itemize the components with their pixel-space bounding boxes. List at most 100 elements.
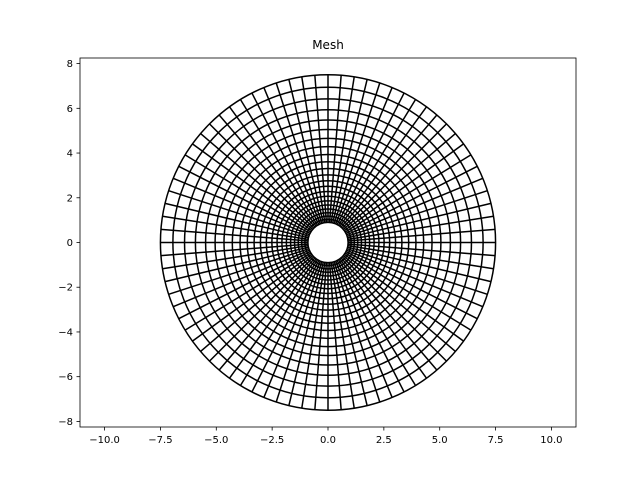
- mesh-radial-line-56: [275, 261, 323, 403]
- x-tick-label: 7.5: [488, 435, 504, 446]
- mesh-radial-line-27: [239, 99, 319, 226]
- y-tick-label: −6: [58, 372, 73, 383]
- mesh-radial-line-41: [160, 243, 309, 257]
- mesh-radial-line-11: [340, 114, 438, 228]
- mesh-radial-line-25: [263, 87, 321, 225]
- mesh-radial-line-58: [301, 262, 326, 409]
- x-tick-label: 10.0: [540, 435, 562, 446]
- mesh-radial-line-53: [239, 259, 319, 386]
- mesh-radial-line-54: [251, 260, 320, 393]
- mesh-radial-line-38: [162, 215, 309, 241]
- mesh-radial-line-12: [339, 106, 428, 227]
- mesh-radial-line-74: [345, 250, 478, 320]
- mesh-radial-line-4: [346, 189, 488, 237]
- mesh-radial-line-65: [335, 260, 393, 398]
- mesh-grid: [159, 74, 497, 411]
- mesh-radial-line-13: [337, 99, 417, 226]
- mesh-radial-line-57: [288, 261, 325, 406]
- mesh-radial-line-24: [275, 82, 323, 224]
- mesh-radial-line-78: [347, 244, 494, 270]
- mesh-radial-line-14: [336, 92, 405, 225]
- mesh-radial-line-33: [184, 154, 312, 233]
- mesh-radial-line-44: [168, 248, 310, 296]
- mesh-radial-line-52: [228, 258, 317, 379]
- mesh-radial-line-26: [251, 92, 320, 225]
- x-axis: −10.0 −7.5 −5.0 −2.5 0.0 2.5 5.0 7.5 10.0: [89, 427, 563, 446]
- mesh-radial-line-63: [331, 261, 368, 406]
- mesh-radial-line-29: [218, 114, 316, 228]
- mesh-radial-line-73: [344, 252, 472, 331]
- mesh-radial-line-76: [346, 248, 488, 296]
- x-tick-label: 0.0: [320, 435, 336, 446]
- mesh-radial-line-34: [178, 165, 311, 235]
- y-tick-label: −2: [58, 283, 73, 294]
- mesh-radial-line-10: [341, 123, 448, 229]
- mesh-radial-line-15: [335, 87, 393, 225]
- mesh-radial-line-1: [347, 228, 496, 242]
- x-tick-label: −5.0: [204, 435, 228, 446]
- mesh-radial-line-8: [343, 143, 465, 232]
- x-tick-label: 2.5: [376, 435, 392, 446]
- mesh-radial-line-62: [330, 262, 355, 409]
- y-tick-label: 8: [67, 59, 73, 70]
- x-tick-label: 5.0: [432, 435, 448, 446]
- y-tick-label: 0: [67, 238, 73, 249]
- y-axis: −8 −6 −4 −2 0 2 4 6 8: [58, 59, 80, 428]
- mesh-radial-line-23: [288, 79, 325, 224]
- mesh-radial-line-16: [333, 82, 381, 224]
- mesh-radial-line-48: [191, 253, 313, 342]
- mesh-radial-line-66: [336, 260, 405, 393]
- mesh-radial-line-2: [347, 215, 494, 241]
- mesh-radial-line-42: [162, 244, 309, 270]
- mesh-radial-line-77: [347, 246, 492, 283]
- mesh-radial-line-46: [178, 250, 311, 320]
- mesh-radial-line-35: [172, 177, 310, 236]
- x-tick-label: −2.5: [260, 435, 284, 446]
- mesh-radial-line-37: [164, 202, 309, 239]
- mesh-radial-line-18: [330, 76, 355, 223]
- mesh-radial-line-43: [164, 246, 309, 283]
- y-tick-label: 2: [67, 193, 73, 204]
- mesh-radial-line-51: [218, 257, 316, 371]
- y-tick-label: 4: [67, 149, 73, 160]
- mesh-radial-line-79: [347, 243, 496, 257]
- mesh-radial-line-32: [191, 143, 313, 232]
- mesh-radial-line-7: [344, 154, 472, 233]
- mesh-radial-line-67: [337, 259, 417, 386]
- mesh-radial-line-64: [333, 261, 381, 403]
- mesh-radial-line-50: [208, 256, 315, 362]
- mesh-radial-line-59: [314, 262, 328, 410]
- mesh-radial-line-55: [263, 260, 321, 398]
- mesh-radial-line-72: [343, 253, 465, 342]
- mesh-radial-line-47: [184, 252, 312, 331]
- mesh-radial-line-36: [168, 189, 310, 237]
- mesh-radial-line-9: [342, 132, 456, 230]
- mesh-radial-line-30: [208, 123, 315, 229]
- mesh-radial-line-68: [339, 258, 428, 379]
- y-tick-label: −4: [58, 327, 73, 338]
- y-tick-label: 6: [67, 104, 73, 115]
- mesh-radial-line-39: [160, 228, 309, 242]
- mesh-radial-line-5: [346, 177, 484, 236]
- mesh-radial-line-71: [342, 255, 456, 353]
- mesh-radial-line-19: [328, 75, 342, 223]
- mesh-radial-line-45: [172, 249, 310, 308]
- mesh-radial-line-70: [341, 256, 448, 362]
- mesh-radial-line-3: [347, 202, 492, 239]
- mesh-radial-line-17: [331, 79, 368, 224]
- mesh-radial-line-22: [301, 76, 326, 223]
- x-tick-label: −10.0: [89, 435, 120, 446]
- mesh-radial-line-28: [228, 106, 317, 227]
- y-tick-label: −8: [58, 417, 73, 428]
- mesh-radial-line-21: [314, 75, 328, 223]
- mesh-radial-line-61: [328, 262, 342, 410]
- mesh-ring-0: [307, 221, 349, 264]
- mesh-radial-line-49: [200, 255, 314, 353]
- mesh-radial-line-31: [200, 132, 314, 230]
- mesh-radial-line-69: [340, 257, 438, 371]
- mesh-radial-line-6: [345, 165, 478, 235]
- chart-title: Mesh: [312, 38, 344, 52]
- x-tick-label: −7.5: [148, 435, 172, 446]
- mesh-radial-line-75: [346, 249, 484, 308]
